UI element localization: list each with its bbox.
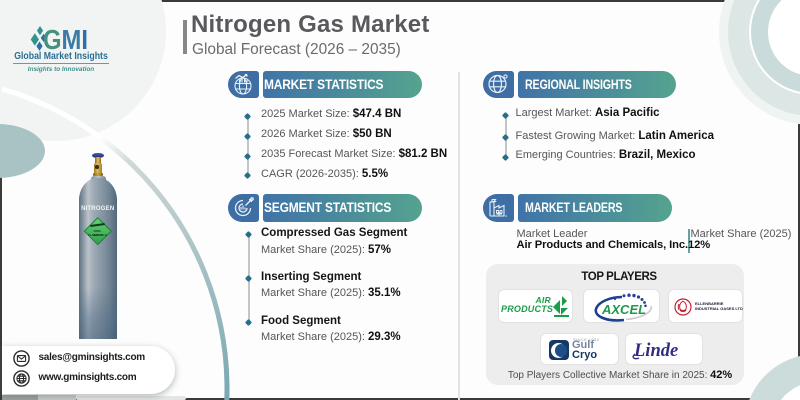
svg-text:Linde: Linde — [633, 341, 678, 361]
svg-text:AXCEL: AXCEL — [601, 302, 646, 317]
